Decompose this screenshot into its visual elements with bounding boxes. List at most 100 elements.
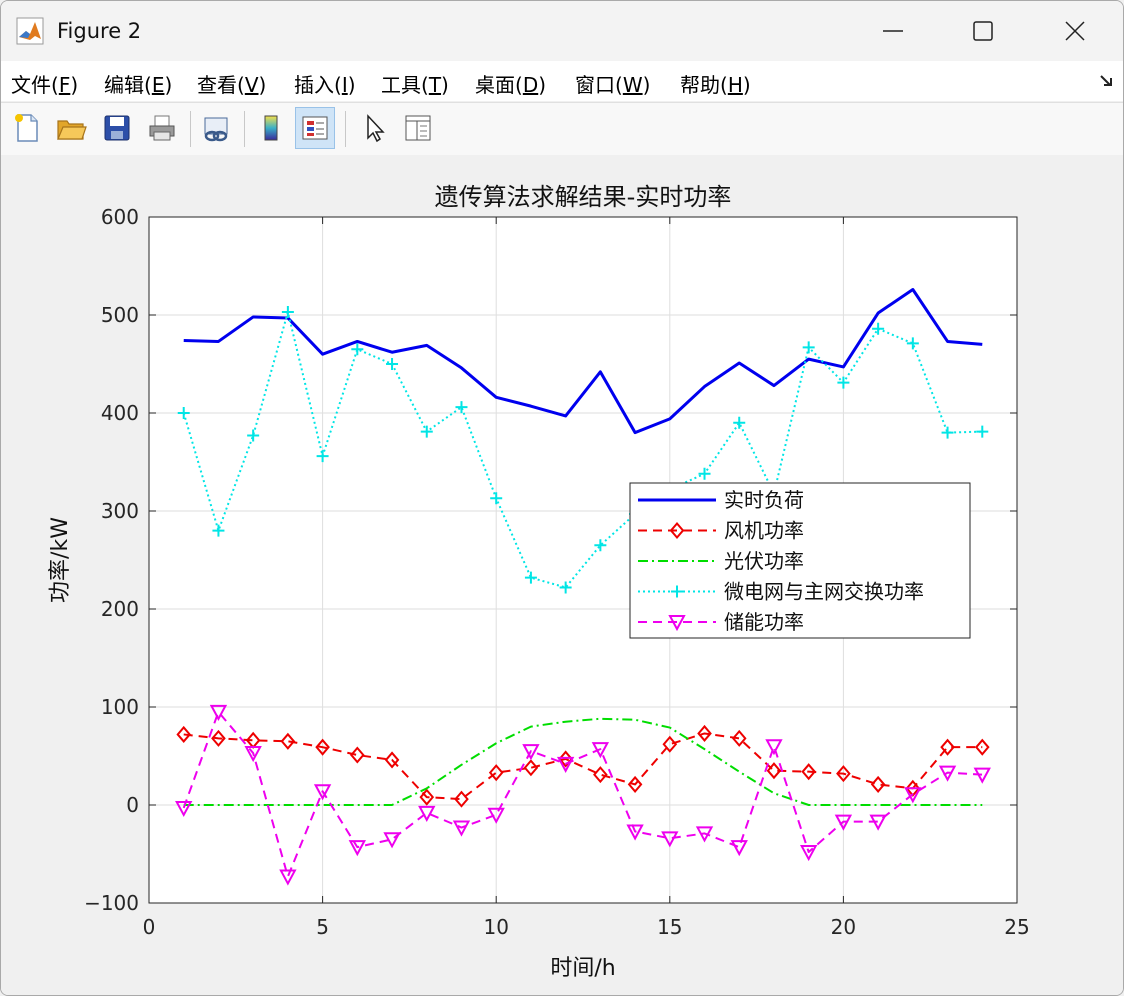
- data-point-diamond: [766, 762, 782, 780]
- dock-arrow-icon[interactable]: [1099, 73, 1115, 89]
- data-point-triangle: [800, 845, 818, 862]
- print-button[interactable]: [142, 107, 182, 149]
- data-point-triangle: [730, 840, 748, 857]
- menu-view[interactable]: 查看(V): [197, 73, 267, 97]
- data-point-plus: [177, 407, 190, 419]
- data-point-triangle: [626, 824, 644, 841]
- data-point-triangle: [452, 820, 471, 837]
- property-inspector-button[interactable]: [398, 107, 438, 149]
- link-plot-button[interactable]: [196, 107, 236, 149]
- new-file-button[interactable]: [7, 107, 47, 149]
- data-point-plus: [698, 467, 711, 480]
- y-tick-label: 300: [101, 499, 139, 523]
- data-point-diamond: [870, 775, 886, 793]
- legend-icon: [302, 116, 328, 140]
- toolbar-separator: [345, 111, 346, 147]
- data-point-plus: [524, 571, 537, 584]
- data-point-plus: [281, 306, 294, 319]
- toolbar-separator: [190, 111, 191, 147]
- figure-area: 0 5 10 15 20 25 −100 0 100 200 300 400 500 600 遗传算法求解…: [1, 155, 1123, 995]
- data-point-plus: [671, 585, 683, 598]
- open-button[interactable]: [51, 107, 91, 149]
- data-point-plus: [490, 492, 503, 505]
- data-point-diamond: [662, 735, 678, 753]
- data-point-plus: [941, 426, 954, 439]
- data-point-plus: [351, 343, 364, 356]
- menu-desktop[interactable]: 桌面(D): [475, 73, 547, 97]
- x-tick-label: 15: [657, 915, 682, 939]
- close-icon: [1065, 21, 1085, 41]
- minimize-button[interactable]: [847, 1, 939, 61]
- menu-bar: 文件(F) 编辑(E) 查看(V) 插入(I) 工具(T) 桌面(D) 窗口(W…: [1, 61, 1123, 101]
- data-point-plus: [906, 337, 919, 350]
- data-point-diamond: [384, 751, 400, 769]
- data-point-diamond: [488, 764, 504, 782]
- data-point-diamond: [836, 765, 851, 783]
- y-tick-label: 400: [101, 401, 139, 425]
- x-tick-label: 5: [316, 915, 329, 939]
- data-point-plus: [247, 429, 260, 442]
- data-point-plus: [872, 322, 885, 335]
- menu-edit[interactable]: 编辑(E): [104, 73, 173, 97]
- pointer-icon: [367, 114, 385, 143]
- maximize-button[interactable]: [937, 1, 1029, 61]
- data-point-plus: [212, 524, 225, 537]
- series-4: [175, 704, 991, 886]
- legend-button[interactable]: [295, 107, 335, 149]
- legend-label: 实时负荷: [724, 488, 804, 512]
- colorbar-button[interactable]: [251, 107, 291, 149]
- data-point-diamond: [558, 750, 573, 768]
- menu-file[interactable]: 文件(F): [11, 73, 79, 97]
- series-layer: [175, 288, 991, 886]
- window-title: Figure 2: [57, 19, 142, 43]
- data-point-triangle: [418, 805, 436, 822]
- menu-insert[interactable]: 插入(I): [294, 73, 356, 97]
- data-point-triangle: [313, 784, 332, 801]
- data-point-plus: [976, 425, 989, 438]
- new-file-icon: [15, 114, 38, 142]
- chart-title: 遗传算法求解结果-实时功率: [435, 183, 732, 211]
- y-tick-label: 100: [101, 695, 139, 719]
- data-point-triangle: [904, 787, 922, 804]
- data-point-diamond: [974, 738, 990, 756]
- data-point-plus: [594, 539, 607, 552]
- menu-help[interactable]: 帮助(H): [680, 73, 751, 97]
- data-point-diamond: [801, 763, 816, 781]
- data-point-diamond: [176, 725, 192, 743]
- pointer-button[interactable]: [354, 107, 394, 149]
- data-point-diamond: [697, 724, 712, 742]
- save-icon: [104, 115, 130, 141]
- menu-tools[interactable]: 工具(T): [381, 73, 449, 97]
- data-point-diamond: [731, 729, 747, 747]
- legend-label: 风机功率: [724, 519, 804, 543]
- data-point-triangle: [556, 756, 575, 773]
- y-tick-label: 0: [126, 793, 139, 817]
- data-point-diamond: [669, 521, 685, 540]
- data-point-triangle: [869, 814, 887, 831]
- y-tick-label: 600: [101, 205, 139, 229]
- save-button[interactable]: [97, 107, 137, 149]
- data-point-triangle: [209, 704, 228, 722]
- data-point-triangle: [383, 832, 401, 849]
- data-point-triangle: [938, 765, 957, 782]
- x-axis-label: 时间/h: [550, 956, 615, 981]
- series-line: [182, 311, 983, 589]
- maximize-icon: [973, 21, 993, 41]
- minimize-icon: [883, 30, 903, 32]
- data-point-plus: [316, 450, 329, 463]
- data-point-diamond: [315, 738, 330, 756]
- data-point-triangle: [279, 869, 297, 886]
- data-point-triangle: [973, 767, 991, 784]
- close-button[interactable]: [1029, 1, 1121, 61]
- data-point-diamond: [454, 790, 469, 808]
- legend-label: 储能功率: [724, 610, 804, 634]
- series-1: [176, 724, 990, 808]
- data-point-diamond: [419, 788, 435, 806]
- data-point-diamond: [523, 759, 539, 777]
- link-plot-icon: [204, 117, 228, 142]
- data-point-diamond: [280, 732, 296, 750]
- menu-window[interactable]: 窗口(W): [575, 73, 651, 97]
